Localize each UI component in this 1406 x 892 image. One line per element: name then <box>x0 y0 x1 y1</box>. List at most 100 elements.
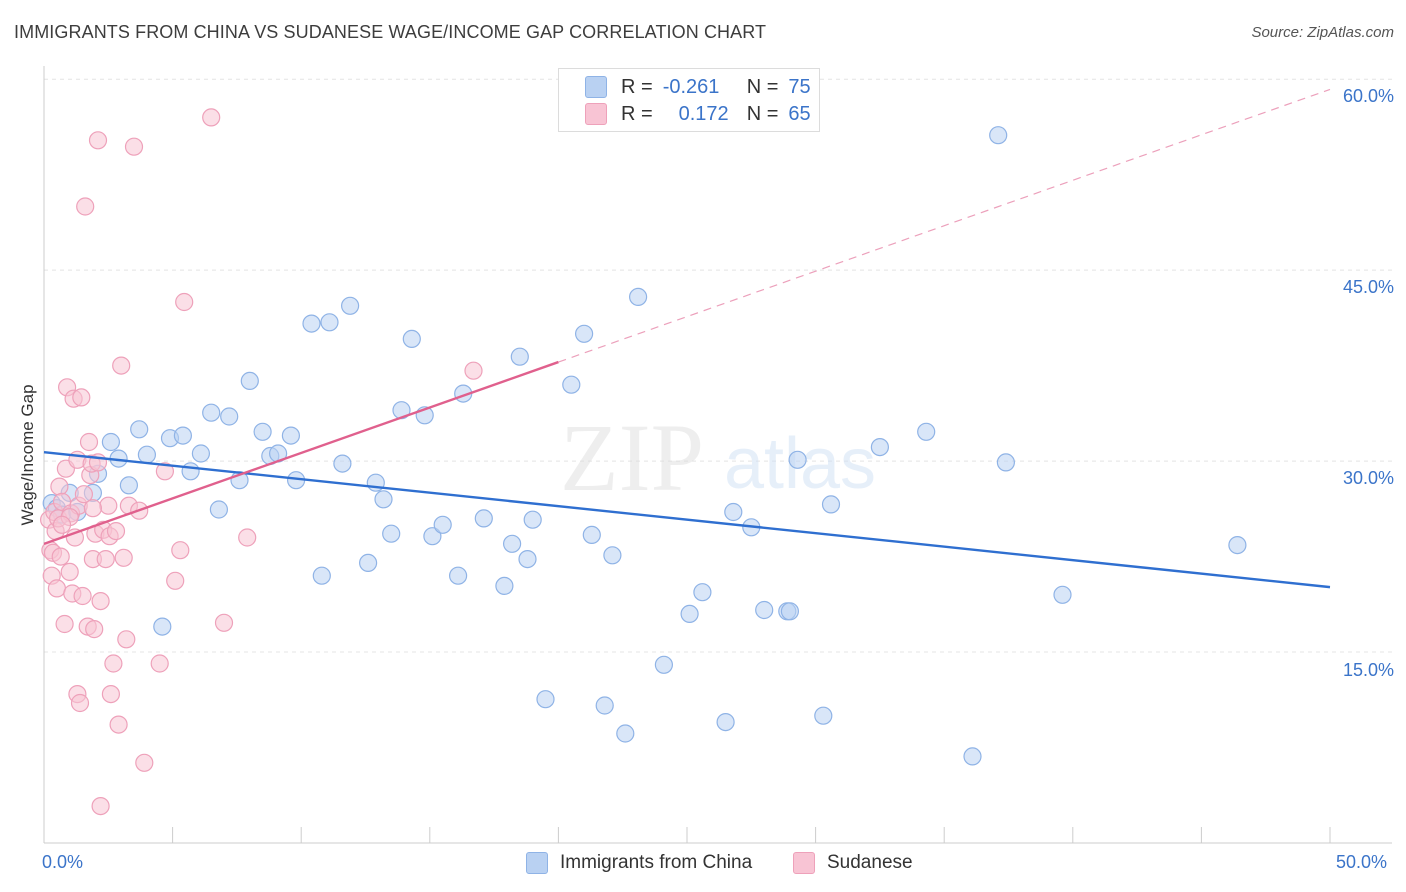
legend-row-sudanese: R = 0.172 N = 65 <box>585 101 811 127</box>
sudanese-point <box>101 684 121 704</box>
china-point <box>870 438 890 457</box>
china-point <box>582 525 601 545</box>
sudanese-point <box>91 796 110 816</box>
china-point <box>101 432 121 452</box>
china-point <box>281 426 300 445</box>
y-tick-label-60: 60.0% <box>1342 86 1394 106</box>
sudanese-point <box>70 693 90 713</box>
china-point <box>963 747 982 766</box>
sudanese-point <box>51 547 70 566</box>
correlation-legend: R = -0.261 N = 75 R = 0.172 N = 65 <box>558 68 820 132</box>
china-point <box>1053 585 1072 604</box>
sudanese-point <box>96 549 115 569</box>
china-point <box>1228 535 1247 555</box>
source-credit: Source: ZipAtlas.com <box>1251 24 1394 41</box>
china-point <box>680 604 699 624</box>
china-point <box>333 454 352 473</box>
china-point <box>716 712 735 732</box>
y-tick-label-45: 45.0% <box>1342 277 1394 297</box>
china-point <box>536 690 555 709</box>
china-point <box>220 407 239 426</box>
china-point <box>423 527 442 546</box>
china-point <box>119 476 138 495</box>
china-point <box>173 426 192 445</box>
legend-item-sudanese[interactable]: Sudanese <box>793 852 913 874</box>
china-point <box>562 375 581 394</box>
chart-title: IMMIGRANTS FROM CHINA VS SUDANESE WAGE/I… <box>14 22 767 42</box>
sudanese-trend-extension <box>558 88 1331 363</box>
legend-sudanese-label: Sudanese <box>827 852 913 873</box>
china-point <box>137 445 156 464</box>
y-tick-label-15: 15.0% <box>1342 660 1394 680</box>
sudanese-point <box>214 613 234 632</box>
sudanese-point <box>88 131 108 150</box>
china-point <box>433 515 452 534</box>
china-point <box>821 495 841 514</box>
sudanese-point <box>91 591 110 611</box>
china-point <box>595 696 614 715</box>
trend-lines <box>43 88 1331 589</box>
sudanese-point <box>74 485 94 504</box>
china-point <box>814 706 833 725</box>
x-tick-label-50: 50.0% <box>1336 852 1388 872</box>
sudanese-n-value: 65 <box>788 102 811 125</box>
china-point <box>603 546 622 565</box>
sudanese-point <box>202 108 221 127</box>
sudanese-point <box>464 361 483 380</box>
china-point <box>502 534 522 553</box>
china-point <box>374 490 393 509</box>
china-point <box>788 450 807 469</box>
china-point <box>495 576 514 596</box>
watermark-zip: ZIP <box>560 404 704 511</box>
x-tick-label-0: 0.0% <box>42 852 84 872</box>
sudanese-point <box>117 630 136 649</box>
sudanese-point <box>60 562 79 582</box>
sudanese-point <box>106 521 126 541</box>
sudanese-point <box>175 292 194 312</box>
sudanese-point <box>109 715 128 734</box>
sudanese-point <box>166 571 185 590</box>
sudanese-point <box>85 619 104 639</box>
china-swatch <box>585 76 607 98</box>
sudanese-r-value: 0.172 <box>678 102 729 125</box>
china-point <box>449 566 468 585</box>
china-point <box>523 510 542 529</box>
legend-row-china: R = -0.261 N = 75 <box>585 74 811 100</box>
sudanese-point <box>55 614 74 634</box>
china-point <box>996 453 1016 472</box>
n-label: N = <box>746 75 779 98</box>
sudanese-swatch <box>585 103 607 125</box>
china-point <box>191 444 210 463</box>
sudanese-point <box>150 654 169 673</box>
china-point <box>202 403 221 422</box>
sudanese-point <box>52 515 72 534</box>
china-point <box>989 126 1008 145</box>
r-label: R = <box>621 102 653 125</box>
china-point <box>320 313 339 332</box>
sudanese-point <box>83 499 103 518</box>
sudanese-point <box>114 548 133 567</box>
china-point <box>628 287 648 306</box>
watermark: ZIP atlas <box>560 404 876 511</box>
axes <box>43 66 1392 844</box>
sudanese-point <box>135 753 154 772</box>
china-n-value: 75 <box>788 75 811 98</box>
sudanese-point <box>47 579 67 598</box>
china-point <box>518 549 537 569</box>
legend-item-china[interactable]: Immigrants from China <box>526 852 752 874</box>
legend-china-label: Immigrants from China <box>560 852 753 873</box>
sudanese-point <box>155 462 174 481</box>
r-label: R = <box>621 75 653 98</box>
series-legend: Immigrants from China Sudanese <box>0 852 1406 878</box>
china-point <box>510 347 529 366</box>
sudanese-point <box>72 388 91 407</box>
y-axis-label: Wage/Income Gap <box>18 384 37 526</box>
china-point <box>474 509 493 528</box>
china-point <box>693 583 712 602</box>
n-label: N = <box>746 102 779 125</box>
grid-lines <box>44 78 1392 653</box>
sudanese-point <box>73 586 92 606</box>
china-trend-line <box>43 450 1331 589</box>
sudanese-point <box>171 541 190 560</box>
